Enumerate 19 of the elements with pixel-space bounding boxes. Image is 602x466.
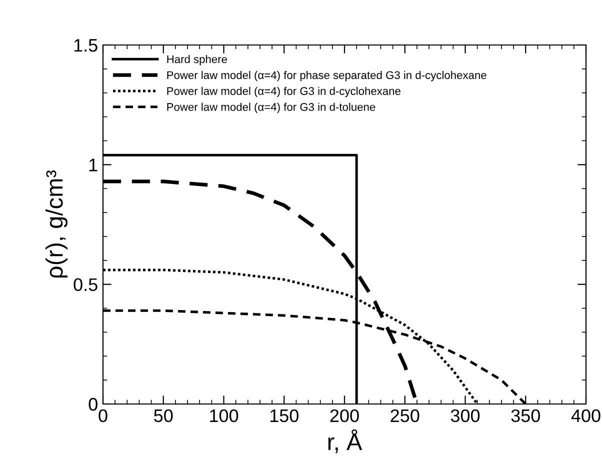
x-tick-label: 200: [330, 409, 359, 422]
x-tick-label: 50: [154, 409, 173, 422]
y-tick-label: 0: [88, 398, 98, 411]
legend-label: Power law model (α=4) for phase separated G3 in d-cyclohexane: [167, 70, 486, 82]
y-tick-label: 0.5: [74, 278, 98, 292]
legend-label: Power law model (α=4) for G3 in d-toluene: [167, 102, 376, 114]
x-tick-label: 0: [98, 409, 108, 422]
x-tick-label: 400: [571, 409, 600, 422]
x-tick-label: 100: [210, 409, 238, 422]
y-tick-label: 1: [89, 158, 98, 172]
x-tick-label: 350: [511, 409, 540, 422]
y-tick-label: 1.5: [74, 39, 98, 52]
legend-label: Power law model (α=4) for G3 in d-cyclohexane: [167, 86, 400, 98]
x-axis-title: r, Å: [328, 429, 362, 454]
x-tick-label: 150: [270, 409, 298, 422]
y-axis-title: ρ(r), g/cm³: [45, 170, 68, 278]
x-tick-label: 250: [390, 409, 420, 422]
x-tick-label: 300: [450, 409, 480, 422]
legend-label: Hard sphere: [167, 55, 227, 66]
